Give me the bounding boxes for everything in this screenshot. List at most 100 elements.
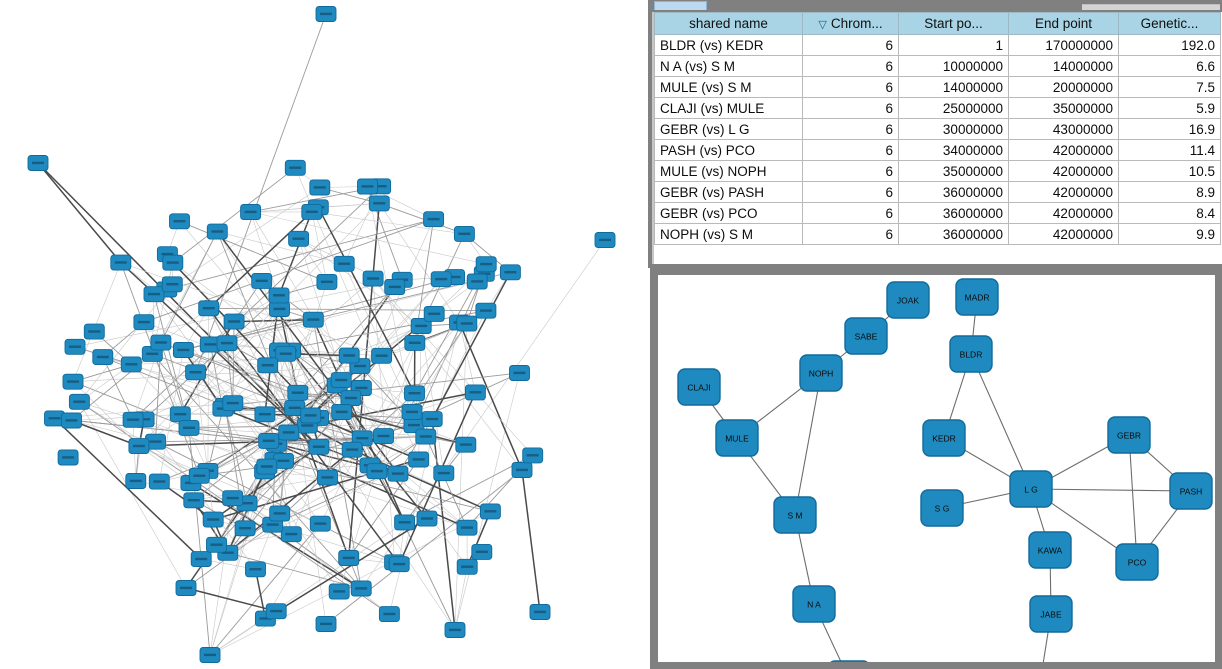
main-network-edge[interactable] [143,218,434,323]
table-row[interactable]: N A (vs) S M 6 10000000 14000000 6.6 [654,55,1221,77]
node-shape[interactable] [1115,543,1159,581]
main-network-edge[interactable] [227,470,266,554]
main-network-edge[interactable] [131,355,350,365]
main-network-edge[interactable] [279,350,289,433]
main-network-edge[interactable] [265,517,428,620]
subnetwork-node[interactable]: JABE [1029,595,1073,633]
table-row[interactable]: MULE (vs) NOPH 6 35000000 42000000 10.5 [654,160,1221,182]
node-shape[interactable] [677,368,721,406]
main-network-edge[interactable] [232,321,235,404]
main-network-edge[interactable] [278,211,313,296]
table-row[interactable]: NOPH (vs) S M 6 36000000 42000000 9.9 [654,223,1221,245]
main-network-edge[interactable] [190,313,435,484]
table-row[interactable]: GEBR (vs) PCO 6 36000000 42000000 8.4 [654,202,1221,224]
main-network-edge[interactable] [431,271,512,420]
subnetwork-edge[interactable] [794,372,822,516]
subnetwork-node[interactable]: MADR [955,278,999,316]
main-network-edge[interactable] [72,365,361,382]
main-network-edge[interactable] [265,523,321,619]
main-network-edge[interactable] [172,262,291,351]
main-network-edge[interactable] [298,238,422,327]
table-row[interactable]: BLDR (vs) KEDR 6 1 170000000 192.0 [654,34,1221,56]
subnetwork-node[interactable]: JOAK [886,281,930,319]
main-network-edge[interactable] [209,344,224,409]
node-shape[interactable] [799,354,843,392]
main-network-edge[interactable] [207,408,224,472]
main-network-edge[interactable] [180,308,280,415]
main-network-edge[interactable] [327,411,342,478]
main-network-edge[interactable] [152,353,295,409]
subnetwork-node[interactable]: N A [792,585,836,623]
main-network-edge[interactable] [102,356,134,420]
subnetwork-edge[interactable] [1030,488,1192,492]
main-network-edge[interactable] [397,418,433,474]
main-network-edge[interactable] [183,349,266,415]
main-network-edge[interactable] [466,511,492,568]
node-shape[interactable] [792,585,836,623]
main-network-edge[interactable] [188,427,211,656]
main-network-edge[interactable] [185,587,277,612]
main-network-edge[interactable] [37,162,122,264]
main-network-edge[interactable] [143,419,267,467]
subnetwork-node[interactable]: MIWE [828,660,870,662]
subnetwork-node[interactable]: S M [773,496,817,534]
subnetwork-node[interactable]: GEBR [1107,416,1151,454]
main-network-edge[interactable] [327,385,338,478]
main-network-edge[interactable] [372,278,523,471]
main-network-edge[interactable] [411,392,476,413]
subnetwork-node[interactable]: NOPH [799,354,843,392]
main-network-canvas[interactable] [0,0,648,669]
node-shape[interactable] [1028,531,1072,569]
column-header-end-point[interactable]: End point [1008,12,1119,35]
table-row[interactable]: GEBR (vs) PASH 6 36000000 42000000 8.9 [654,181,1221,203]
main-network-edge[interactable] [183,271,511,351]
main-network-edge[interactable] [521,469,541,613]
main-network-edge[interactable] [307,391,476,427]
main-network-edge[interactable] [54,417,269,442]
main-network-edge[interactable] [425,436,468,528]
main-network-edge[interactable] [72,381,190,429]
subnetwork-node[interactable]: KEDR [922,419,966,457]
table-row[interactable]: MULE (vs) S M 6 14000000 20000000 7.5 [654,76,1221,98]
subnetwork-node[interactable]: SABE [844,317,888,355]
table-row[interactable]: GEBR (vs) L G 6 30000000 43000000 16.9 [654,118,1221,140]
main-network-edge[interactable] [79,401,187,589]
main-network-edge[interactable] [325,469,523,625]
column-header-genetic[interactable]: Genetic... [1118,12,1221,35]
main-network-edge[interactable] [297,286,396,394]
node-shape[interactable] [1029,595,1073,633]
edge-table-body[interactable]: BLDR (vs) KEDR 6 1 170000000 192.0 N A (vs) S… [654,34,1221,245]
subnetwork-node[interactable]: BLDR [949,335,993,373]
main-network-edge[interactable] [298,238,371,466]
horizontal-scrollbar[interactable] [1082,4,1220,10]
main-network-edge[interactable] [227,552,362,589]
main-network-edge[interactable] [454,323,468,631]
main-network-edge[interactable] [264,465,371,472]
main-network-edge[interactable] [459,322,476,393]
main-network-edge[interactable] [138,203,380,447]
edge-table[interactable]: shared name ▽ Chrom... Start po... End po… [654,12,1221,245]
main-network-edge[interactable] [224,325,422,407]
node-shape[interactable] [828,660,870,662]
main-network-edge[interactable] [291,219,434,535]
main-network-edge[interactable] [367,186,413,413]
node-shape[interactable] [886,281,930,319]
main-network-view[interactable] [0,0,648,669]
node-shape[interactable] [949,335,993,373]
node-shape[interactable] [955,278,999,316]
subnetwork-node[interactable]: PASH [1169,472,1213,510]
main-network-edge[interactable] [166,218,434,290]
node-shape[interactable] [773,496,817,534]
main-network-edge[interactable] [372,278,533,456]
main-network-edge[interactable] [131,364,233,404]
main-network-edge[interactable] [179,221,363,439]
main-network-edge[interactable] [420,325,445,474]
main-network-edge[interactable] [79,401,390,615]
main-network-edge[interactable] [338,325,422,592]
main-network-edge[interactable] [208,211,313,309]
main-network-edge[interactable] [454,566,468,631]
main-network-edge[interactable] [311,211,328,282]
main-network-edge[interactable] [250,211,487,265]
main-network-edge[interactable] [379,202,465,235]
main-network-edge[interactable] [254,569,267,619]
